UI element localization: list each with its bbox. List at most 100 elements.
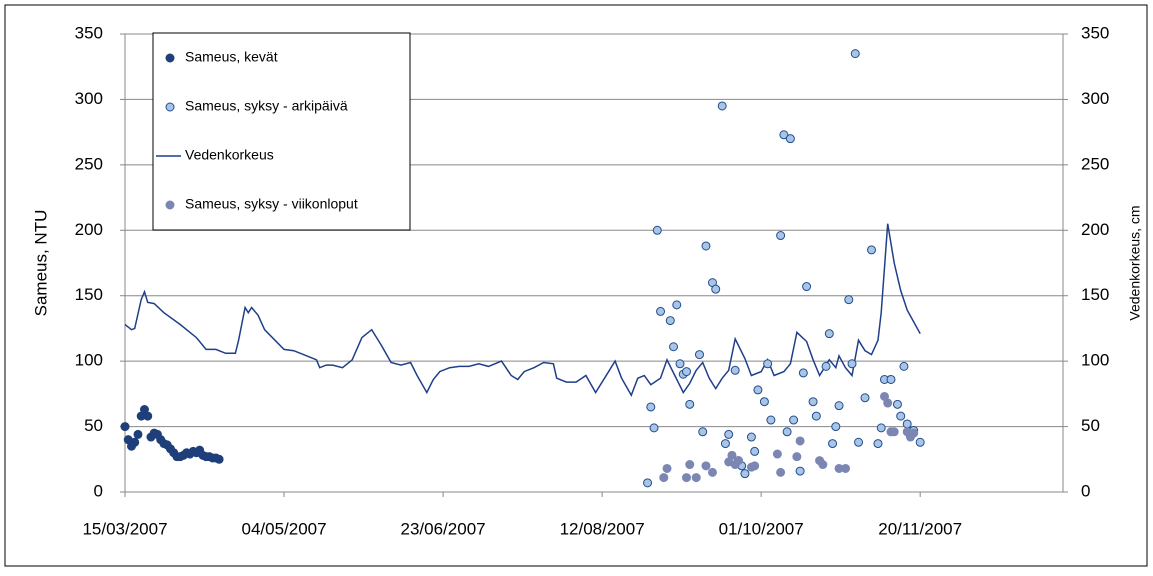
data-point [643,478,653,488]
data-point [707,467,717,477]
data-point [656,306,666,316]
data-point [669,342,679,352]
data-point [772,449,782,459]
data-point [909,428,919,438]
data-point [831,422,841,432]
y-tick-label: 50 [84,416,103,435]
data-point [860,393,870,403]
data-point [818,460,828,470]
data-point [850,49,860,59]
data-point [789,415,799,425]
data-point [886,374,896,384]
data-point [214,454,224,464]
data-line [124,223,921,397]
y-tick-label: 0 [94,481,103,500]
data-point [828,439,838,449]
data-point [750,446,760,456]
x-tick-label: 15/03/2007 [82,519,167,538]
data-point [854,437,864,447]
data-point [763,359,773,369]
data-point [759,397,769,407]
data-point [750,461,760,471]
data-point [766,415,776,425]
data-point [682,367,692,377]
data-point [120,422,130,432]
data-point [746,432,756,442]
data-point [847,359,857,369]
data-point [730,365,740,375]
data-point [798,368,808,378]
data-point [701,241,711,251]
data-point [782,427,792,437]
data-point [133,429,143,439]
data-point [776,467,786,477]
y-tick-label: 300 [75,89,103,108]
data-point [776,231,786,241]
data-point [659,473,669,483]
y2-tick-label: 200 [1081,220,1109,239]
data-point [711,284,721,294]
data-point [662,463,672,473]
data-point [889,427,899,437]
data-point [915,437,925,447]
data-point [795,436,805,446]
data-point [883,398,893,408]
data-point [694,350,704,360]
data-point [811,411,821,421]
data-point [753,385,763,395]
y-tick-label: 250 [75,154,103,173]
x-tick-label: 04/05/2007 [241,519,326,538]
y2-tick-label: 150 [1081,285,1109,304]
data-point [779,130,789,140]
data-point [717,101,727,111]
data-point [685,399,695,409]
legend-swatch [165,102,175,112]
data-point [649,423,659,433]
legend-label: Sameus, syksy - arkipäivä [185,98,348,114]
data-point [665,316,675,326]
data-point [740,469,750,479]
legend-label: Vedenkorkeus [185,147,274,163]
data-point [824,329,834,339]
data-point [792,452,802,462]
x-tick-label: 12/08/2007 [560,519,645,538]
y2-tick-label: 250 [1081,154,1109,173]
data-point [902,419,912,429]
data-point [682,473,692,483]
data-point [821,361,831,371]
legend-label: Sameus, kevät [185,49,278,65]
data-point [675,359,685,369]
y2-tick-label: 0 [1081,481,1090,500]
data-point [808,397,818,407]
data-point [896,411,906,421]
data-point [130,437,140,447]
y2-tick-label: 350 [1081,23,1109,42]
y-tick-label: 350 [75,23,103,42]
data-point [802,282,812,292]
data-point [892,399,902,409]
data-point [867,245,877,255]
data-point [672,300,682,310]
x-tick-label: 23/06/2007 [401,519,486,538]
data-point [873,439,883,449]
data-point [899,361,909,371]
data-point [685,460,695,470]
data-point [727,450,737,460]
y-tick-label: 200 [75,220,103,239]
data-point [701,461,711,471]
data-point [733,456,743,466]
y-axis-title: Sameus, NTU [31,210,50,317]
data-point [698,427,708,437]
y2-tick-label: 300 [1081,89,1109,108]
data-point [691,473,701,483]
data-point [844,295,854,305]
data-point [720,439,730,449]
legend-box [152,32,411,231]
x-tick-label: 20/11/2007 [878,519,962,538]
data-point [652,225,662,235]
y2-axis-title: Vedenkorkeus, cm [1127,205,1143,320]
legend-label: Sameus, syksy - viikonloput [185,196,358,212]
legend-swatch [165,53,175,63]
legend-swatch [165,200,175,210]
y-tick-label: 100 [75,351,103,370]
